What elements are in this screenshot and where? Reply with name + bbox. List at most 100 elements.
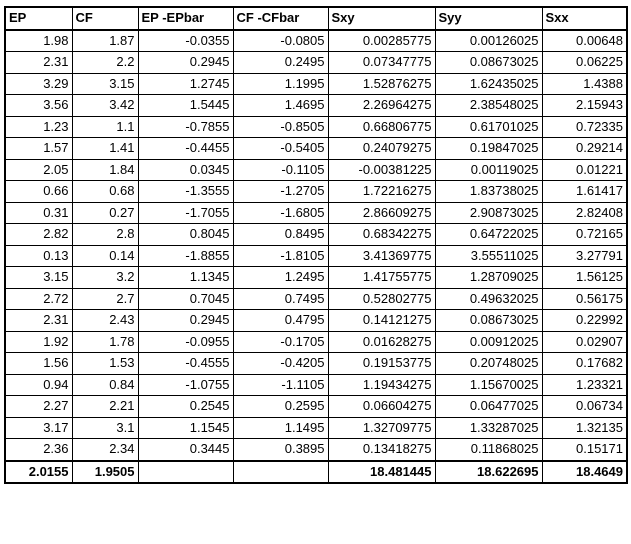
column-header: Syy xyxy=(434,6,543,31)
table-cell: 3.56 xyxy=(4,94,73,117)
table-cell: 1.4388 xyxy=(541,72,628,95)
table-cell: 2.26964275 xyxy=(327,94,436,117)
table-cell: 1.23 xyxy=(4,115,73,138)
table-cell: 0.2545 xyxy=(137,395,234,418)
column-header: Sxy xyxy=(327,6,436,31)
table-cell: 1.1495 xyxy=(232,416,329,439)
table-cell: 2.38548025 xyxy=(434,94,543,117)
table-cell: 2.82 xyxy=(4,223,73,246)
table-cell: 2.82408 xyxy=(541,201,628,224)
table-cell: 2.43 xyxy=(71,309,139,332)
total-cell xyxy=(137,459,234,484)
table-cell: 2.72 xyxy=(4,287,73,310)
table-row: 0.31 0.27 -1.7055 -1.6805 2.86609275 2.908730… xyxy=(4,201,628,224)
table-cell: 0.06604275 xyxy=(327,395,436,418)
column-header: CF xyxy=(71,6,139,31)
table-cell: 0.66806775 xyxy=(327,115,436,138)
total-cell: 18.481445 xyxy=(327,459,436,484)
table-cell: -1.3555 xyxy=(137,180,234,203)
table-cell: -1.7055 xyxy=(137,201,234,224)
table-cell: -0.0355 xyxy=(137,29,234,52)
table-cell: 0.7495 xyxy=(232,287,329,310)
table-cell: 0.8495 xyxy=(232,223,329,246)
table-row: 2.31 2.43 0.2945 0.4795 0.14121275 0.08673025… xyxy=(4,309,628,332)
table-cell: 1.61417 xyxy=(541,180,628,203)
table-cell: 0.68342275 xyxy=(327,223,436,246)
table-cell: 1.78 xyxy=(71,330,139,353)
table-cell: 1.56125 xyxy=(541,266,628,289)
table-cell: 0.0345 xyxy=(137,158,234,181)
table-cell: 1.98 xyxy=(4,29,73,52)
table-cell: 3.2 xyxy=(71,266,139,289)
table-cell: 0.2945 xyxy=(137,51,234,74)
table-cell: 1.56 xyxy=(4,352,73,375)
table-row: 3.56 3.42 1.5445 1.4695 2.26964275 2.38548025… xyxy=(4,94,628,117)
table-cell: 1.5445 xyxy=(137,94,234,117)
table-cell: 3.1 xyxy=(71,416,139,439)
table-cell: 0.22992 xyxy=(541,309,628,332)
table-cell: -1.0755 xyxy=(137,373,234,396)
table-cell: 3.15 xyxy=(71,72,139,95)
table-cell: 0.19847025 xyxy=(434,137,543,160)
table-cell: 0.8045 xyxy=(137,223,234,246)
table-cell: -0.4555 xyxy=(137,352,234,375)
table-cell: -1.6805 xyxy=(232,201,329,224)
total-cell xyxy=(232,459,329,484)
column-header: EP -EPbar xyxy=(137,6,234,31)
table-cell: 1.41 xyxy=(71,137,139,160)
table-cell: 0.2945 xyxy=(137,309,234,332)
table-cell: 3.15 xyxy=(4,266,73,289)
table-cell: 3.42 xyxy=(71,94,139,117)
table-cell: 0.00285775 xyxy=(327,29,436,52)
table-cell: 0.13418275 xyxy=(327,438,436,461)
table-cell: 1.2745 xyxy=(137,72,234,95)
table-cell: 1.1 xyxy=(71,115,139,138)
table-cell: -0.7855 xyxy=(137,115,234,138)
table-cell: 0.4795 xyxy=(232,309,329,332)
table-cell: 0.27 xyxy=(71,201,139,224)
table-cell: 0.08673025 xyxy=(434,51,543,74)
table-cell: 1.83738025 xyxy=(434,180,543,203)
table-row: 2.27 2.21 0.2545 0.2595 0.06604275 0.06477025… xyxy=(4,395,628,418)
table-row: 2.31 2.2 0.2945 0.2495 0.07347775 0.08673025 0… xyxy=(4,51,628,74)
table-cell: 0.3895 xyxy=(232,438,329,461)
table-cell: 0.01221 xyxy=(541,158,628,181)
table-cell: 0.2595 xyxy=(232,395,329,418)
table-cell: 3.17 xyxy=(4,416,73,439)
table-cell: 0.2495 xyxy=(232,51,329,74)
table-row: 1.23 1.1 -0.7855 -0.8505 0.66806775 0.6170102… xyxy=(4,115,628,138)
table-row: 3.15 3.2 1.1345 1.2495 1.41755775 1.28709025 1… xyxy=(4,266,628,289)
table-cell: 1.52876275 xyxy=(327,72,436,95)
table-cell: 0.19153775 xyxy=(327,352,436,375)
table-cell: 2.05 xyxy=(4,158,73,181)
table-cell: 1.1995 xyxy=(232,72,329,95)
table-row: 0.13 0.14 -1.8855 -1.8105 3.41369775 3.555110… xyxy=(4,244,628,267)
table-cell: 1.19434275 xyxy=(327,373,436,396)
table-cell: 1.4695 xyxy=(232,94,329,117)
table-cell: 1.33287025 xyxy=(434,416,543,439)
table-cell: 1.72216275 xyxy=(327,180,436,203)
table-cell: 0.31 xyxy=(4,201,73,224)
table-cell: 0.14121275 xyxy=(327,309,436,332)
table-row: 1.57 1.41 -0.4455 -0.5405 0.24079275 0.198470… xyxy=(4,137,628,160)
table-cell: -0.00381225 xyxy=(327,158,436,181)
table-row: 2.05 1.84 0.0345 -0.1105 -0.00381225 0.001190… xyxy=(4,158,628,181)
table-cell: 0.3445 xyxy=(137,438,234,461)
table-cell: -0.8505 xyxy=(232,115,329,138)
table-cell: 0.68 xyxy=(71,180,139,203)
table-cell: 1.32709775 xyxy=(327,416,436,439)
table-row: 1.98 1.87 -0.0355 -0.0805 0.00285775 0.001260… xyxy=(4,29,628,52)
table-row: 1.56 1.53 -0.4555 -0.4205 0.19153775 0.207480… xyxy=(4,352,628,375)
table-cell: 0.08673025 xyxy=(434,309,543,332)
table-cell: 0.06734 xyxy=(541,395,628,418)
table-cell: 1.84 xyxy=(71,158,139,181)
table-cell: 0.17682 xyxy=(541,352,628,375)
table-cell: 0.7045 xyxy=(137,287,234,310)
table-cell: 0.66 xyxy=(4,180,73,203)
table-cell: 0.00912025 xyxy=(434,330,543,353)
table-cell: 3.55511025 xyxy=(434,244,543,267)
table-cell: 1.92 xyxy=(4,330,73,353)
table-cell: 0.15171 xyxy=(541,438,628,461)
table-cell: 3.29 xyxy=(4,72,73,95)
table-cell: 0.00648 xyxy=(541,29,628,52)
